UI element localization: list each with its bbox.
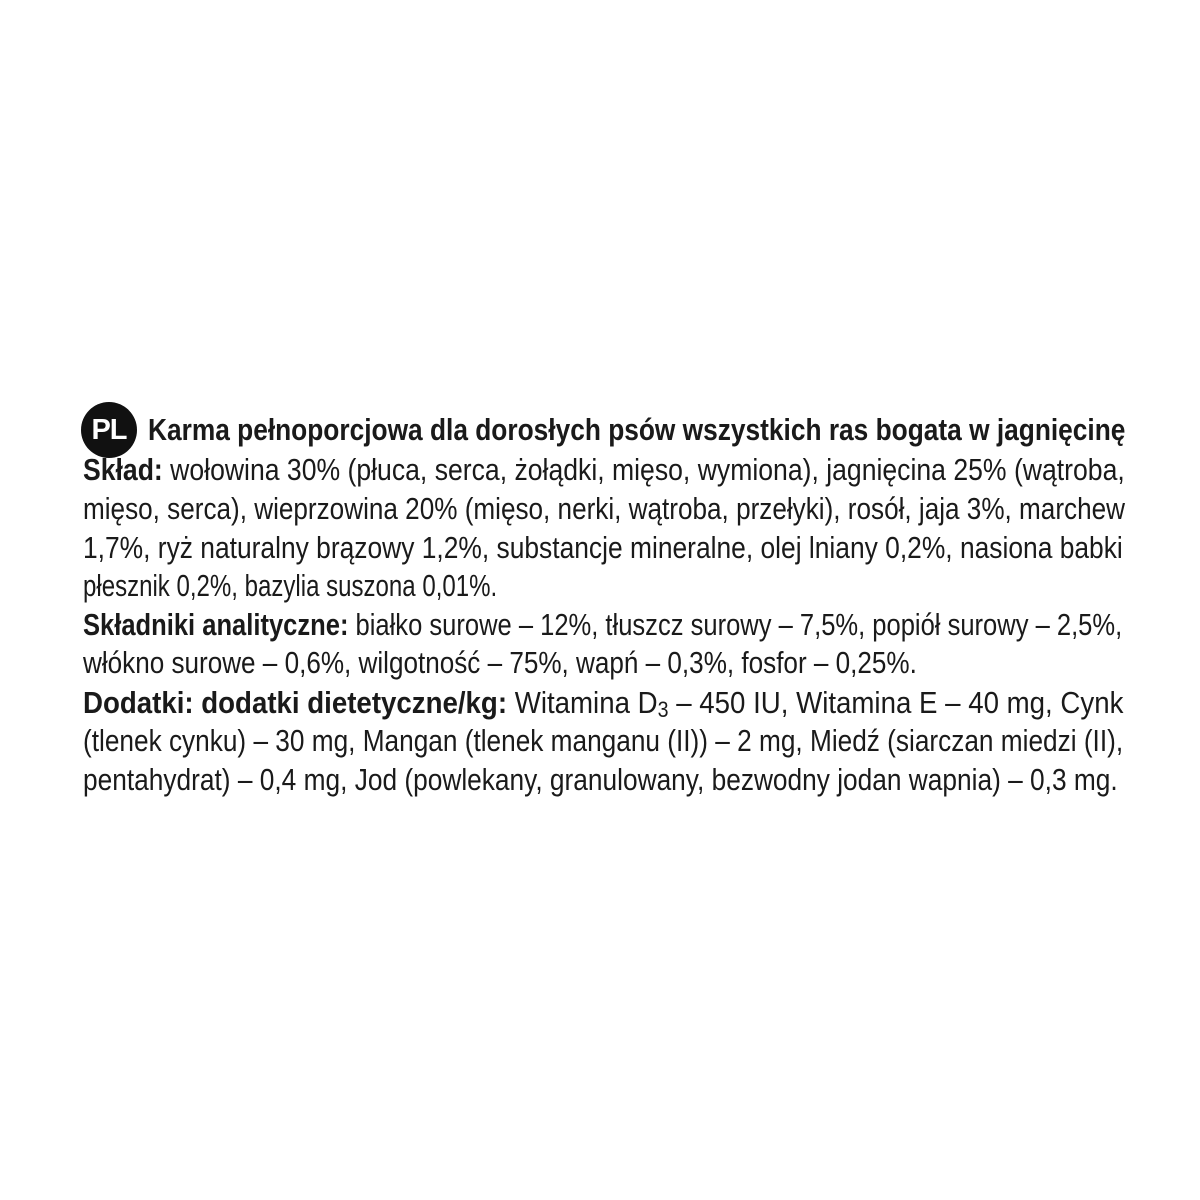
composition-line: 1,7%, ryż naturalny brązowy 1,2%, substa… [83,530,1123,565]
analytical-label: Składniki analityczne: [83,607,349,642]
analytical-line: włókno surowe – 0,6%, wilgotność – 75%, … [83,645,917,680]
additives-subscript: 3 [657,697,669,722]
analytical-text: białko surowe – 12%, tłuszcz surowy – 7,… [348,607,1123,642]
additives-label: Dodatki: dodatki dietetyczne/kg: [83,685,508,720]
composition-line: płesznik 0,2%, bazylia suszona 0,01%. [83,568,498,603]
additives-line: Dodatki: dodatki dietetyczne/kg: Witamin… [83,685,1123,721]
additives-text: Witamina D [507,685,658,720]
analytical-line: Składniki analityczne: białko surowe – 1… [83,607,1122,643]
product-title: Karma pełnoporcjowa dla dorosłych psów w… [148,412,1126,447]
additives-line: pentahydrat) – 0,4 mg, Jod (powlekany, g… [83,762,1118,797]
language-badge: PL [81,402,137,458]
additives-text: – 450 IU, Witamina E – 40 mg, Cynk [668,685,1124,720]
composition-label: Skład: [83,452,163,487]
composition-text: wołowina 30% (płuca, serca, żołądki, mię… [162,452,1125,487]
composition-line: mięso, serca), wieprzowina 20% (mięso, n… [83,491,1125,526]
language-badge-text: PL [91,413,127,446]
additives-line: (tlenek cynku) – 30 mg, Mangan (tlenek m… [83,723,1124,758]
composition-line: Skład: wołowina 30% (płuca, serca, żołąd… [83,452,1125,488]
